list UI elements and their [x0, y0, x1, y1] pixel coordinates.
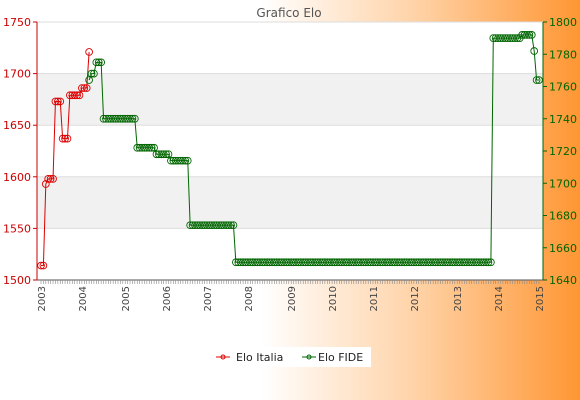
data-point-1 — [150, 143, 158, 152]
data-point-1 — [145, 143, 154, 152]
data-point-1 — [532, 76, 541, 84]
data-point-1 — [128, 114, 137, 123]
legend-swatch-marker — [306, 354, 312, 360]
data-point-0 — [63, 134, 72, 143]
plot-background — [37, 22, 543, 280]
data-point-0 — [49, 175, 57, 183]
data-point-0 — [37, 261, 45, 270]
data-point-0 — [85, 48, 93, 56]
data-point-1 — [92, 58, 101, 67]
x-tick-label: 2004 — [78, 286, 89, 311]
chart-title: Grafico Elo — [256, 6, 321, 20]
data-point-1 — [487, 258, 495, 267]
data-point-1 — [94, 58, 103, 67]
x-tick-label: 2008 — [244, 286, 255, 311]
right-tick-label: 1720 — [549, 145, 577, 158]
legend-box — [212, 347, 371, 367]
data-point-0 — [46, 175, 55, 183]
x-tick-label: 2014 — [494, 286, 505, 311]
right-tick-label: 1780 — [549, 48, 577, 61]
legend-label: Elo Italia — [236, 351, 283, 364]
data-point-1 — [224, 221, 233, 230]
data-point-0 — [58, 134, 67, 143]
data-point-1 — [183, 156, 192, 165]
x-tick-label: 2013 — [453, 286, 464, 311]
data-point-1 — [87, 69, 96, 78]
legend-label: Elo FIDE — [318, 351, 363, 364]
x-tick-label: 2015 — [535, 286, 546, 311]
data-point-0 — [61, 134, 69, 143]
left-tick-label: 1700 — [3, 68, 31, 81]
left-tick-label: 1750 — [3, 16, 31, 29]
data-point-1 — [227, 221, 235, 230]
right-tick-label: 1760 — [549, 81, 577, 94]
data-point-0 — [75, 91, 84, 100]
x-tick-label: 2007 — [203, 286, 214, 311]
data-point-1 — [85, 76, 93, 84]
data-point-1 — [511, 34, 519, 42]
data-point-1 — [126, 114, 134, 123]
data-point-1 — [484, 258, 493, 267]
data-point-1 — [530, 47, 539, 55]
x-tick-label: 2009 — [287, 286, 298, 311]
x-tick-label: 2003 — [37, 286, 48, 311]
grid-band — [37, 73, 543, 126]
x-tick-label: 2012 — [410, 286, 421, 311]
data-point-1 — [162, 150, 170, 159]
series-line-0 — [41, 51, 90, 267]
x-tick-label: 2005 — [121, 286, 132, 311]
data-point-1 — [181, 156, 190, 165]
right-tick-label: 1700 — [549, 177, 577, 190]
data-point-0 — [56, 97, 65, 106]
data-point-1 — [159, 150, 168, 159]
data-point-1 — [179, 156, 187, 165]
data-point-1 — [97, 58, 105, 67]
right-tick-label: 1680 — [549, 210, 577, 223]
data-point-1 — [535, 76, 543, 84]
grid-band — [37, 176, 543, 229]
data-point-0 — [44, 175, 53, 183]
data-point-0 — [78, 84, 86, 92]
data-point-1 — [527, 31, 536, 39]
right-tick-label: 1740 — [549, 113, 577, 126]
data-point-0 — [39, 261, 48, 270]
right-tick-label: 1660 — [549, 242, 577, 255]
data-point-0 — [82, 84, 91, 92]
data-point-1 — [523, 31, 531, 39]
right-tick-label: 1800 — [549, 16, 577, 29]
data-point-1 — [164, 150, 173, 159]
data-point-0 — [41, 180, 50, 188]
data-point-1 — [147, 143, 156, 152]
right-tick-label: 1640 — [549, 274, 577, 287]
x-tick-label: 2006 — [162, 286, 173, 311]
left-tick-label: 1650 — [3, 119, 31, 132]
legend-swatch-marker — [220, 354, 226, 360]
x-tick-label: 2011 — [369, 286, 380, 311]
data-point-1 — [525, 31, 534, 39]
data-point-1 — [130, 114, 139, 123]
data-point-0 — [73, 91, 81, 100]
data-point-0 — [51, 97, 60, 106]
x-tick-label: 2010 — [328, 286, 339, 311]
left-tick-label: 1600 — [3, 171, 31, 184]
data-point-0 — [70, 91, 79, 100]
data-point-0 — [53, 97, 62, 106]
left-tick-label: 1500 — [3, 274, 31, 287]
data-point-0 — [80, 84, 89, 92]
data-point-1 — [482, 258, 490, 267]
left-tick-label: 1550 — [3, 222, 31, 235]
data-point-1 — [90, 69, 98, 78]
data-point-1 — [229, 221, 238, 230]
